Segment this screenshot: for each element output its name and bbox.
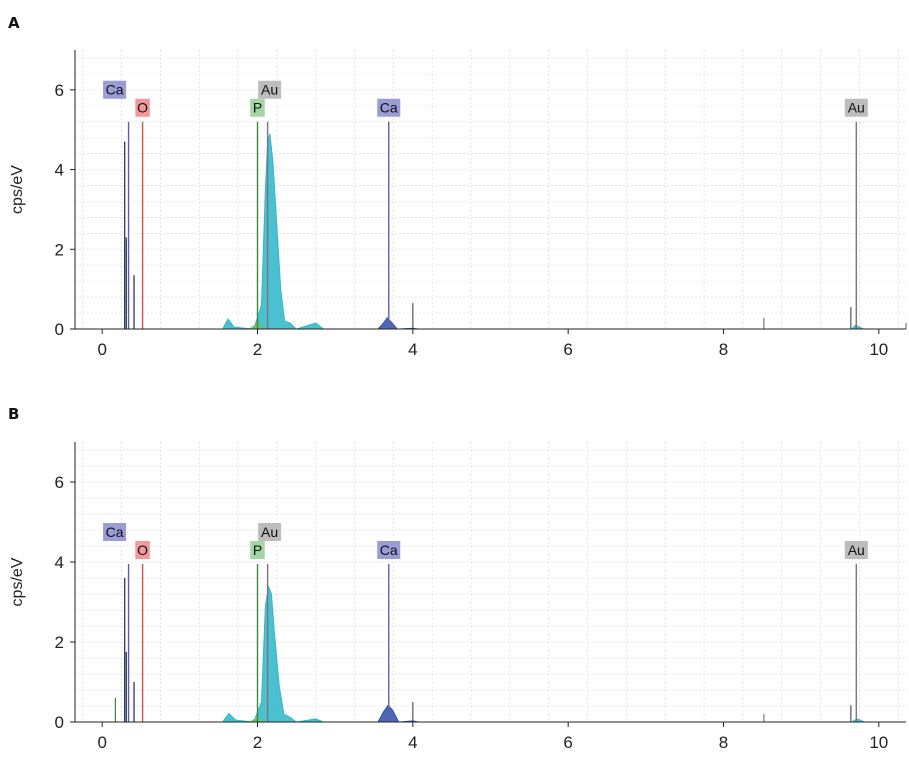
- element-label-box: [135, 98, 150, 117]
- element-label-box: [250, 541, 265, 559]
- element-label-box: [103, 523, 127, 541]
- element-label-ca: Ca: [106, 82, 124, 98]
- element-label-box: [844, 541, 868, 559]
- element-label-box: [377, 98, 401, 117]
- x-tick-label: 2: [253, 733, 262, 752]
- x-tick-label: 10: [869, 340, 888, 359]
- x-tick-label: 0: [97, 340, 106, 359]
- y-tick-label: 0: [55, 713, 64, 732]
- element-label-box: [250, 98, 265, 117]
- y-tick-label: 0: [55, 320, 64, 339]
- element-label-au: Au: [261, 524, 278, 540]
- element-label-au: Au: [848, 100, 865, 116]
- y-axis-label: cps/eV: [9, 165, 26, 214]
- element-label-au: Au: [848, 542, 865, 558]
- panel-b-letter: B: [8, 405, 20, 423]
- element-label-box: [135, 541, 150, 559]
- element-label-ca: Ca: [380, 100, 398, 116]
- chart-panel-a: Ca O P Au Ca Au 0 2 4 6 8 10 0 2 4 6 cps/eV: [9, 50, 907, 359]
- x-tick-label: 8: [719, 340, 728, 359]
- element-label-box: [258, 80, 282, 99]
- element-label-p: P: [253, 100, 262, 116]
- chart-panel-b: Ca O P Au Ca Au 0 2 4 6 8 10 0 2 4 6 cps/eV: [9, 442, 906, 752]
- panel-a-letter: A: [8, 14, 20, 32]
- x-tick-label: 6: [563, 733, 572, 752]
- element-label-box: [103, 80, 127, 99]
- x-tick-label: 6: [563, 340, 572, 359]
- x-tick-label: 2: [253, 340, 262, 359]
- x-tick-label: 4: [408, 340, 417, 359]
- spectrum-area-0: [221, 584, 865, 723]
- spectrum-area-0: [221, 133, 864, 330]
- element-label-au: Au: [261, 82, 278, 98]
- y-tick-label: 4: [55, 553, 64, 572]
- y-tick-label: 4: [55, 161, 64, 180]
- x-tick-label: 0: [97, 733, 106, 752]
- element-label-p: P: [253, 542, 262, 558]
- element-label-box: [258, 523, 282, 541]
- y-tick-label: 6: [55, 473, 64, 492]
- x-tick-label: 4: [408, 733, 417, 752]
- element-label-o: O: [137, 542, 148, 558]
- x-tick-label: 8: [719, 733, 728, 752]
- element-label-ca: Ca: [106, 524, 124, 540]
- y-tick-label: 2: [55, 633, 64, 652]
- y-tick-label: 6: [55, 81, 64, 100]
- y-tick-label: 2: [55, 240, 64, 259]
- element-label-box: [844, 98, 868, 117]
- x-tick-label: 10: [869, 733, 888, 752]
- y-axis-label: cps/eV: [9, 557, 26, 606]
- element-label-ca: Ca: [380, 542, 398, 558]
- element-label-o: O: [137, 100, 148, 116]
- element-label-box: [377, 541, 401, 559]
